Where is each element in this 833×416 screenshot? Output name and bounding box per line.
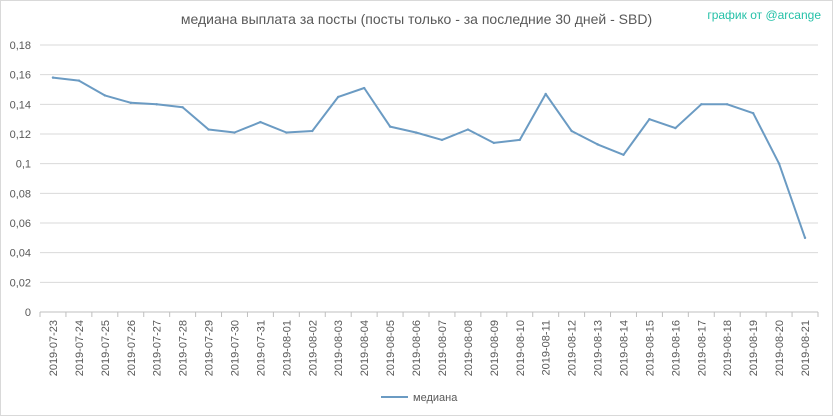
x-tick-label: 2019-08-17 [696,320,708,376]
x-tick-label: 2019-07-25 [100,320,112,376]
x-tick-label: 2019-07-31 [255,320,267,376]
x-tick-label: 2019-07-29 [204,320,216,376]
data-point [388,125,392,128]
data-point [570,129,573,133]
data-point [259,120,262,124]
x-tick-label: 2019-08-04 [359,320,371,376]
y-tick-label: 0,12 [10,129,31,141]
data-point [492,141,496,145]
chart-credit: график от @arcange [707,8,821,22]
data-point [233,131,236,134]
x-tick-label: 2019-08-01 [281,320,293,376]
x-tick-label: 2019-08-19 [748,320,760,376]
data-point [103,94,107,97]
y-tick-label: 0,18 [10,40,31,52]
x-tick-label: 2019-08-18 [722,320,734,376]
x-tick-label: 2019-08-16 [670,320,682,376]
data-point [751,112,755,115]
y-tick-label: 0,14 [10,99,31,111]
x-tick-label: 2019-07-30 [230,320,242,376]
data-point [337,95,340,99]
x-tick-label: 2019-08-09 [489,320,501,376]
data-point [803,236,807,240]
y-tick-label: 0,1 [16,159,31,171]
x-tick-label: 2019-08-13 [593,320,605,376]
y-tick-label: 0,08 [10,188,31,200]
x-tick-label: 2019-07-27 [152,320,164,376]
chart-title: медиана выплата за посты (посты только -… [180,11,653,27]
data-point [596,143,599,146]
x-tick-label: 2019-08-02 [307,320,319,376]
x-tick-label: 2019-08-08 [463,320,475,376]
x-tick-label: 2019-08-14 [619,320,631,376]
data-point [700,103,703,106]
x-tick-label: 2019-07-28 [178,320,190,376]
x-tick-label: 2019-08-15 [644,320,656,376]
x-tick-label: 2019-08-11 [541,320,553,375]
data-point [414,131,418,134]
x-tick-label: 2019-07-23 [48,320,60,376]
x-axis-ticks: 2019-07-23 2019-07-24 2019-07-25 2019-07-26… [39,312,819,376]
y-tick-label: 0,06 [10,218,31,230]
y-tick-label: 0,04 [10,248,31,260]
data-point [207,128,210,131]
x-tick-label: 2019-08-21 [800,320,812,376]
legend: медиана [381,392,458,404]
x-tick-label: 2019-08-06 [411,320,423,376]
x-tick-label: 2019-08-10 [515,320,527,376]
data-point [77,79,81,82]
series-line-0 [52,76,806,239]
data-point [622,153,625,156]
legend-label: медиана [413,392,458,404]
x-tick-label: 2019-08-03 [333,320,345,376]
x-tick-label: 2019-07-26 [126,320,138,376]
data-point [440,138,444,142]
data-point [285,131,288,134]
data-point [726,103,729,106]
data-point [466,128,470,131]
data-point [648,117,651,121]
data-point [155,103,158,106]
data-point [51,76,55,79]
data-point [311,129,314,133]
gridlines [40,44,818,313]
x-tick-label: 2019-08-05 [385,320,397,376]
x-tick-label: 2019-08-07 [437,320,449,376]
y-tick-label: 0,16 [10,70,31,82]
x-tick-label: 2019-07-24 [74,320,86,376]
series-group [51,76,807,240]
data-point [362,86,366,90]
x-tick-label: 2019-08-12 [567,320,579,376]
data-point [544,92,547,96]
y-tick-label: 0,02 [10,277,31,289]
data-point [674,126,677,130]
data-point [518,138,521,142]
y-tick-label: 0 [25,307,31,319]
data-point [181,106,184,109]
data-point [777,162,781,165]
y-axis-ticks: 0 0,02 0,04 0,06 0,08 0,1 0,12 0,14 0,16 0,18 [10,40,31,319]
x-tick-label: 2019-08-20 [774,320,786,376]
data-point [129,101,132,105]
